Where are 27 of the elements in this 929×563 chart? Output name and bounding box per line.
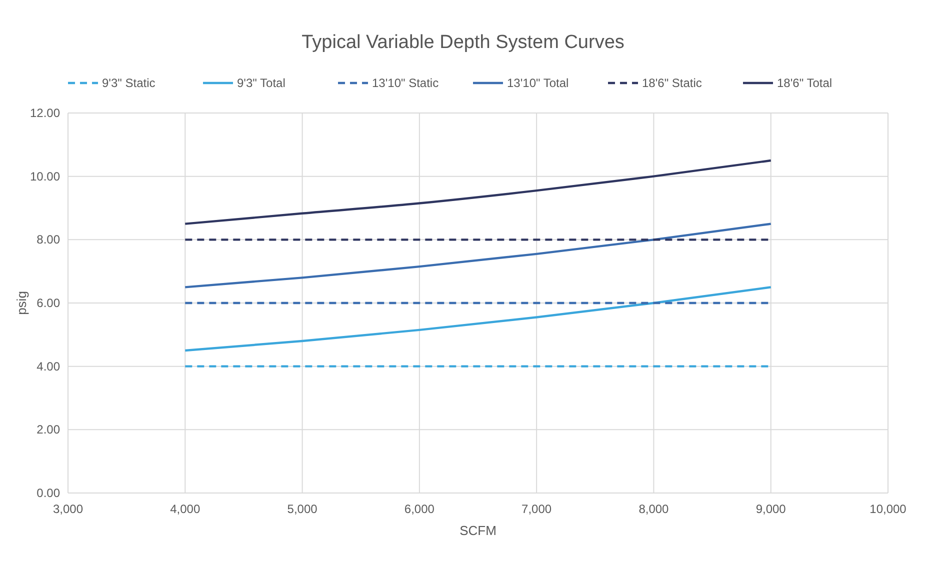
line-series <box>184 222 772 288</box>
legend-label: 9'3" Static <box>102 76 156 90</box>
y-tick-label: 12.00 <box>30 106 60 120</box>
y-tick-label: 2.00 <box>36 422 60 437</box>
y-tick-label: 10.00 <box>30 169 60 184</box>
x-tick-label: 4,000 <box>170 502 200 516</box>
line-series <box>184 286 772 352</box>
x-tick-label: 3,000 <box>52 502 84 516</box>
legend-label: 13'10" Total <box>507 76 569 90</box>
x-tick-label: 8,000 <box>638 502 670 516</box>
x-tick-label: 5,000 <box>287 502 318 516</box>
legend-label: 18'6" Total <box>777 76 832 90</box>
y-axis-title: psig <box>14 291 29 315</box>
y-tick-label: 0.00 <box>36 486 60 500</box>
line-series <box>184 159 772 225</box>
legend-label: 13'10" Static <box>372 76 439 90</box>
chart-title: Typical Variable Depth System Curves <box>302 32 624 53</box>
x-tick-label: 9,000 <box>756 502 786 516</box>
y-tick-label: 4.00 <box>36 359 60 374</box>
legend-label: 9'3" Total <box>237 76 286 90</box>
y-tick-label: 8.00 <box>36 232 60 247</box>
legend-label: 18'6" Static <box>642 76 702 90</box>
x-tick-label: 10,000 <box>870 502 907 516</box>
y-tick-label: 6.00 <box>36 296 60 310</box>
x-axis-title: SCFM <box>460 523 496 538</box>
x-tick-label: 6,000 <box>404 502 435 516</box>
x-tick-label: 7,000 <box>522 502 552 516</box>
